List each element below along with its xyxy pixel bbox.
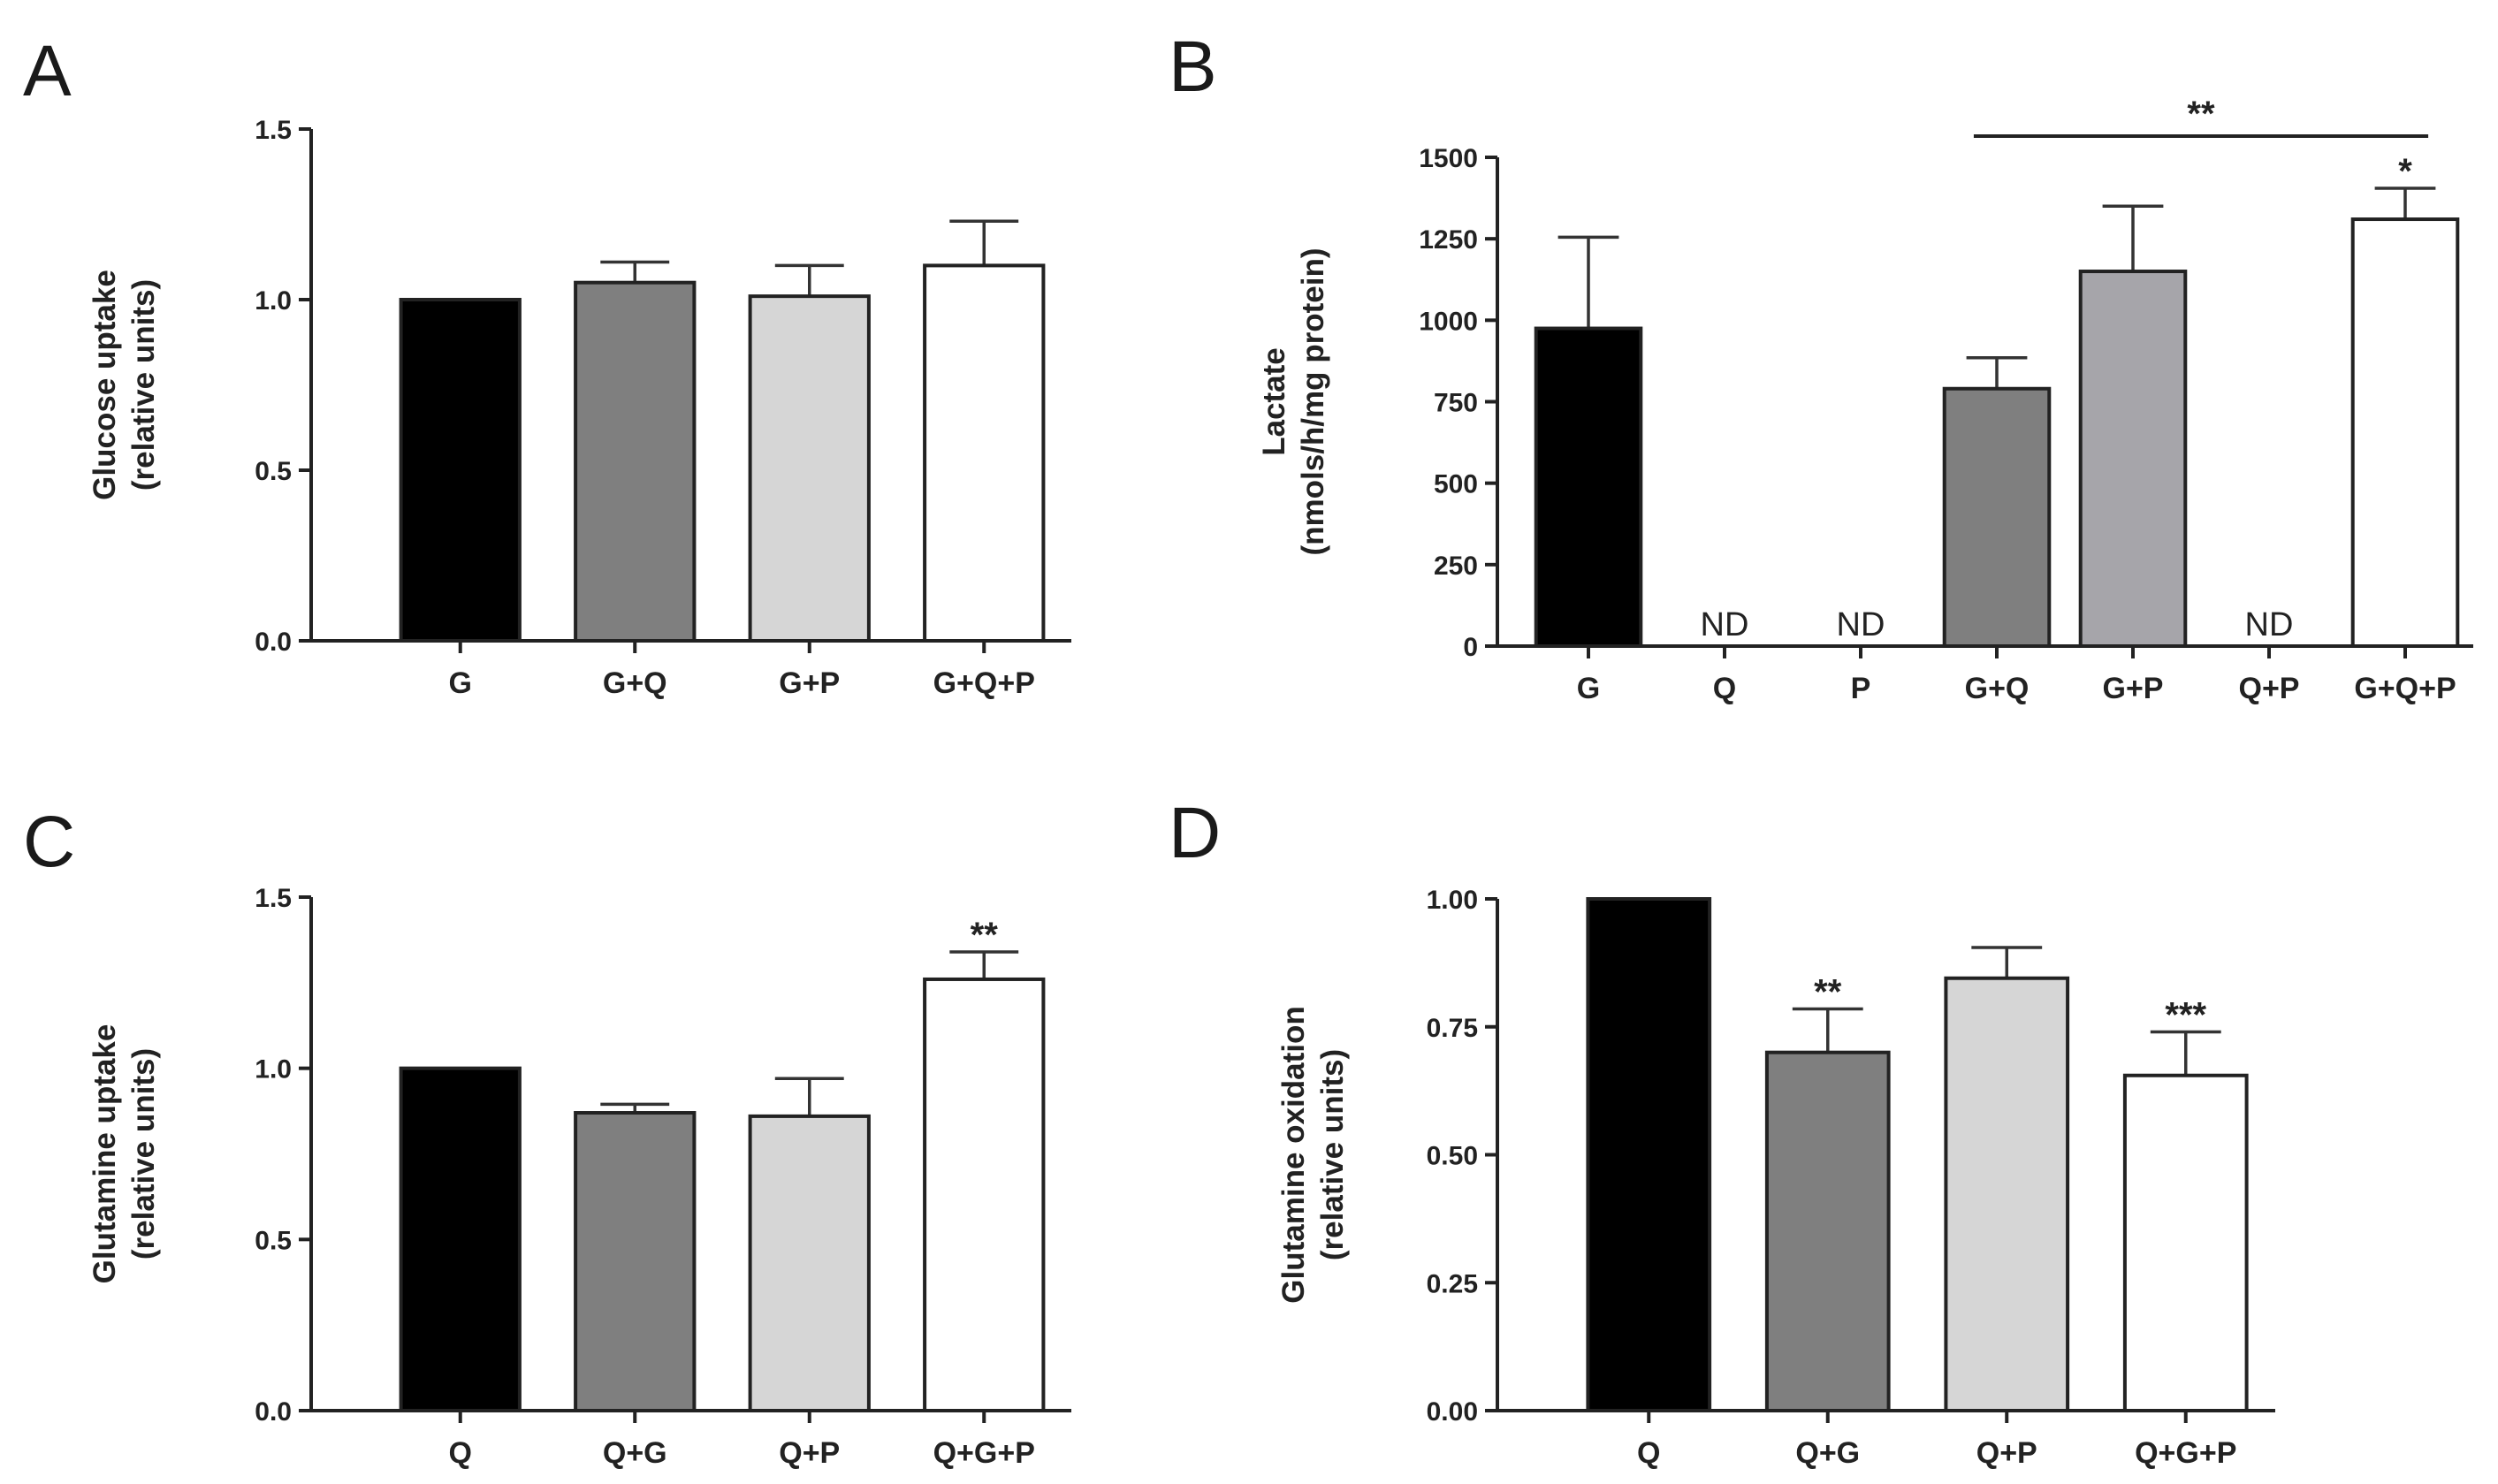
chart-d-xtick-label: Q	[1637, 1436, 1660, 1470]
chart-a-xtick-label: G+Q	[603, 666, 667, 700]
chart-b-xtick-label: P	[1851, 672, 1871, 705]
chart-d-significance-label: **	[1814, 972, 1842, 1011]
chart-c-xtick-label: Q	[449, 1436, 472, 1470]
chart-b-bracket-label: **	[2187, 95, 2215, 133]
chart-a-bar	[574, 280, 697, 643]
chart-a-ytick-label: 1.0	[255, 286, 292, 316]
chart-c-ylabel-line: Glutamine uptake	[88, 1024, 122, 1284]
chart-b-bar	[2350, 217, 2460, 648]
chart-c-glutamine-uptake: Glutamine uptake (relative units) 0.0 0.5 1.…	[88, 884, 1071, 1470]
panel-letter-b: B	[1169, 27, 1217, 107]
chart-b-xtick-label: Q	[1713, 672, 1736, 705]
chart-b-ytick-label: 500	[1434, 470, 1478, 499]
chart-c-ytick-label: 1.5	[255, 884, 292, 913]
chart-b-bar	[1942, 386, 2052, 648]
chart-b-bar	[1534, 326, 1643, 648]
chart-a-ytick-label: 1.5	[255, 116, 292, 145]
chart-d-ytick-label: 1.00	[1427, 886, 1478, 915]
chart-d-bar	[2122, 1073, 2249, 1412]
chart-d-bar	[1586, 897, 1712, 1412]
chart-d-ytick-label: 0.25	[1427, 1269, 1478, 1298]
chart-d-xtick-label: Q+G+P	[2135, 1436, 2236, 1470]
chart-a-ytick-label: 0.5	[255, 457, 292, 486]
chart-d-xtick-label: Q+G	[1795, 1436, 1860, 1470]
chart-b-xtick-label: G+P	[2103, 672, 2164, 705]
chart-c-ylabel: Glutamine uptake (relative units)	[88, 1024, 161, 1284]
chart-c-xtick-label: Q+G+P	[933, 1436, 1035, 1470]
panel-letter-a: A	[23, 31, 72, 111]
chart-d-xtick-label: Q+P	[1976, 1436, 2037, 1470]
chart-a-ytick-label: 0.0	[255, 628, 292, 657]
chart-c-bar	[748, 1114, 871, 1412]
chart-d-ytick-label: 0.50	[1427, 1142, 1478, 1171]
chart-a-ylabel-line: Glucose uptake	[88, 270, 122, 500]
chart-b-xtick-label: G	[1577, 672, 1600, 705]
chart-d-ylabel-line: Glutamine oxidation	[1276, 1006, 1311, 1303]
panel-letter-c: C	[23, 802, 75, 882]
chart-c-xtick-label: Q+G	[603, 1436, 667, 1470]
chart-a-xtick-label: G+Q+P	[933, 666, 1035, 700]
chart-b-bar	[2078, 270, 2188, 648]
chart-b-ytick-label: 1500	[1419, 144, 1478, 173]
chart-a-bar	[399, 298, 522, 643]
chart-d-ytick-label: 0.75	[1427, 1014, 1478, 1043]
chart-b-xtick-label: Q+P	[2239, 672, 2300, 705]
chart-b-lactate: Lactate (nmols/h/mg protein) 0 250 500 750 100…	[1257, 95, 2473, 705]
chart-d-bar	[1944, 976, 2070, 1412]
chart-b-nd-label: ND	[1837, 606, 1885, 643]
chart-a-bar	[748, 294, 871, 643]
chart-d-bar	[1764, 1050, 1891, 1412]
chart-b-ylabel-line: (nmols/h/mg protein)	[1296, 247, 1330, 555]
chart-b-ytick-label: 1250	[1419, 225, 1478, 255]
chart-b-significance-label: *	[2398, 152, 2412, 191]
chart-b-ytick-label: 750	[1434, 389, 1478, 418]
chart-c-ytick-label: 0.0	[255, 1397, 292, 1427]
chart-b-nd-label: ND	[2245, 606, 2294, 643]
chart-d-ylabel-line: (relative units)	[1315, 1049, 1350, 1260]
chart-a-ylabel: Glucose uptake (relative units)	[88, 270, 161, 500]
chart-b-ylabel-line: Lactate	[1257, 347, 1291, 456]
chart-c-bar	[399, 1066, 522, 1412]
chart-b-xtick-label: G+Q+P	[2354, 672, 2456, 705]
chart-a-xtick-label: G+P	[779, 666, 840, 700]
chart-a-bar	[923, 263, 1046, 643]
chart-a-ylabel-line: (relative units)	[126, 279, 161, 491]
chart-d-ytick-label: 0.00	[1427, 1397, 1478, 1427]
chart-c-ylabel-line: (relative units)	[126, 1048, 161, 1259]
panel-letter-d: D	[1169, 793, 1221, 873]
chart-c-xtick-label: Q+P	[779, 1436, 840, 1470]
chart-a-xtick-label: G	[449, 666, 472, 700]
chart-a-glucose-uptake: Glucose uptake (relative units) 0.0 0.5 1.0 1…	[88, 116, 1071, 700]
chart-c-bar	[923, 977, 1046, 1412]
chart-c-bar	[574, 1111, 697, 1413]
chart-b-ylabel: Lactate (nmols/h/mg protein)	[1257, 247, 1330, 555]
chart-d-glutamine-oxidation: Glutamine oxidation (relative units) 0.00 0…	[1276, 886, 2275, 1470]
chart-b-ytick-label: 250	[1434, 552, 1478, 581]
chart-c-ytick-label: 0.5	[255, 1226, 292, 1255]
chart-b-ytick-label: 0	[1463, 633, 1478, 662]
chart-b-nd-label: ND	[1701, 606, 1749, 643]
chart-b-ytick-label: 1000	[1419, 307, 1478, 336]
chart-b-xtick-label: G+Q	[1965, 672, 2030, 705]
chart-d-significance-label: ***	[2165, 996, 2206, 1035]
chart-c-ytick-label: 1.0	[255, 1055, 292, 1084]
chart-d-ylabel: Glutamine oxidation (relative units)	[1276, 1006, 1350, 1303]
chart-c-significance-label: **	[971, 916, 999, 955]
